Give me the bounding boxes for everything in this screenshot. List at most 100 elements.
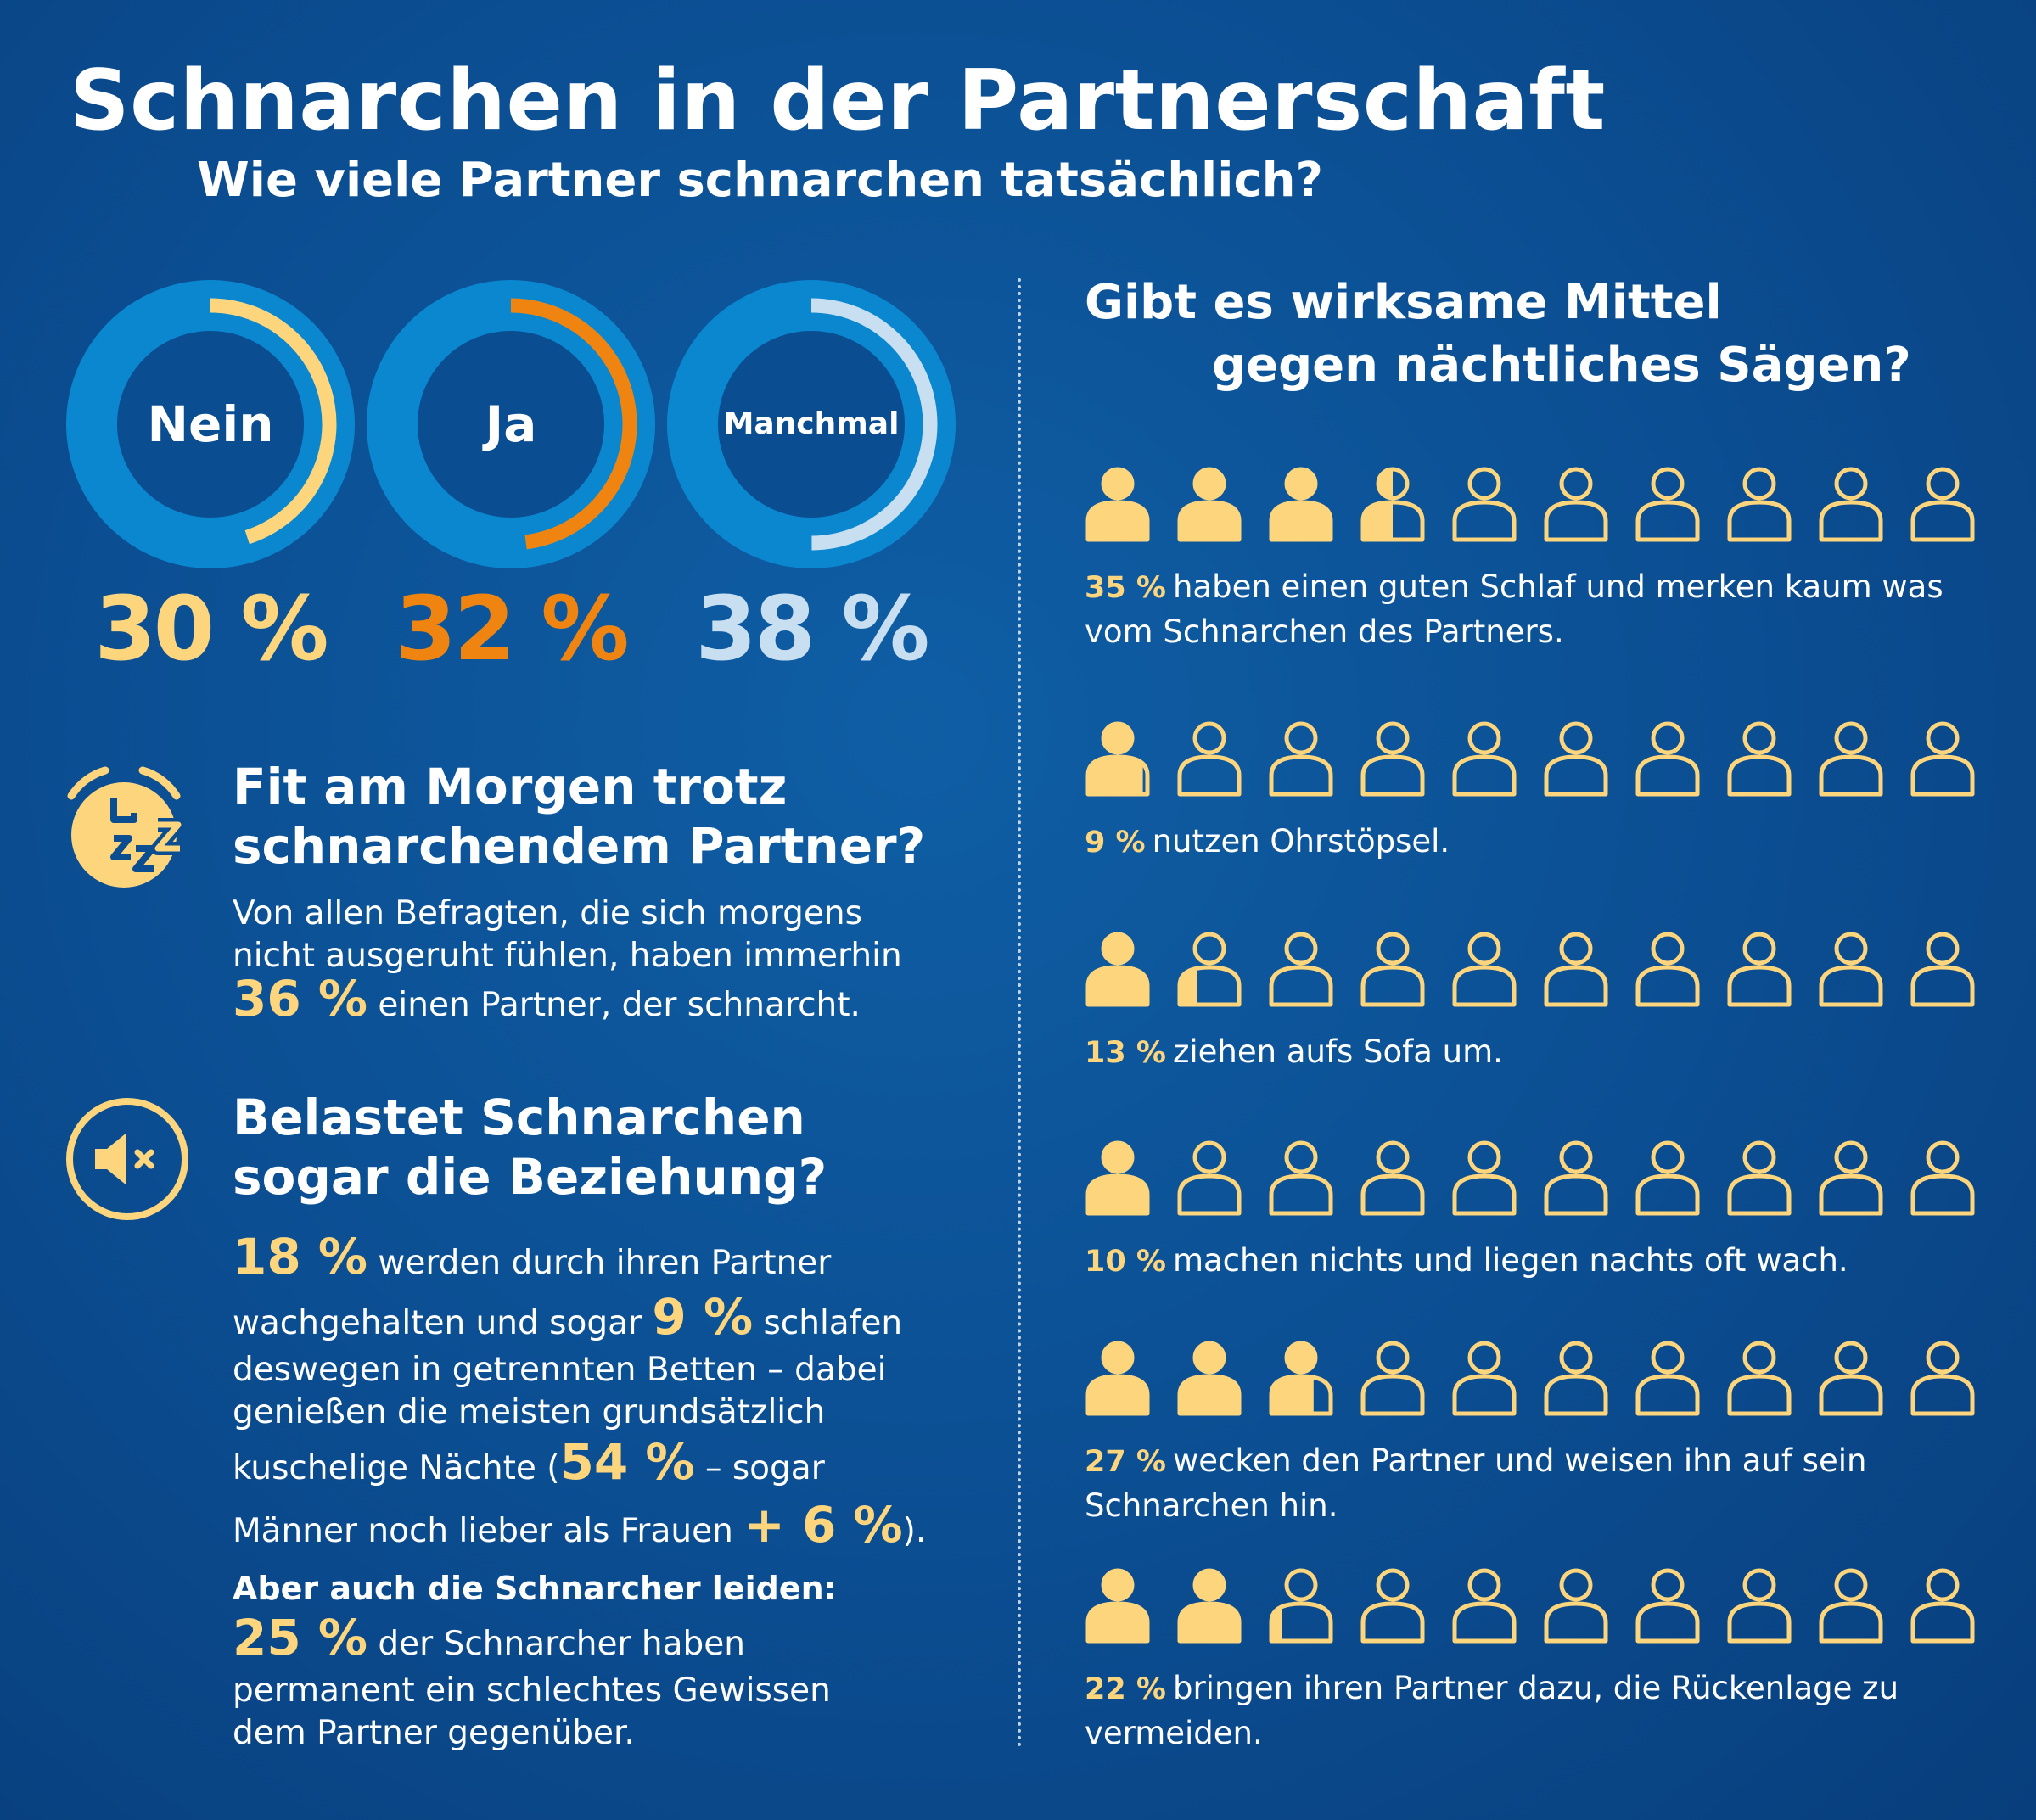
speaker-muted-icon: [66, 1098, 188, 1220]
person-icon: [1085, 1341, 1150, 1416]
pictogram-row-icons: [1085, 1140, 1975, 1216]
snorers-text-2: permanent ein schlechtes Gewissen: [233, 1672, 831, 1710]
remedies-heading-line2: gegen nächtliches Sägen?: [1212, 338, 1911, 393]
person-icon: [1360, 467, 1425, 542]
relationship-text-9: ).: [902, 1512, 927, 1550]
person-icon: [1177, 1140, 1242, 1216]
caption-pct: 27 %: [1085, 1445, 1166, 1479]
person-icon: [1177, 721, 1242, 797]
remedies-heading: Gibt es wirksame Mittel gegen nächtliche…: [1085, 272, 1911, 397]
person-icon: [1360, 721, 1425, 797]
person-icon: [1635, 467, 1700, 542]
relationship-pct-beds: 9 %: [652, 1288, 754, 1346]
relationship-text-4: deswegen in getrennten Betten – dabei: [233, 1351, 887, 1389]
pictogram-row: [1085, 930, 1984, 1011]
morning-heading-line2: schnarchendem Partner?: [233, 817, 926, 875]
person-icon: [1452, 1341, 1517, 1416]
relationship-pct-cuddle: 54 %: [559, 1433, 695, 1491]
pictogram-row-caption: 22 % bringen ihren Partner dazu, die Rück…: [1085, 1666, 1899, 1756]
person-icon: [1635, 1568, 1700, 1644]
pictogram-row-caption: 13 % ziehen aufs Sofa um.: [1085, 1030, 1503, 1075]
relationship-text-7: – sogar: [694, 1449, 825, 1487]
donut-arc-manchmal: [810, 298, 938, 551]
relationship-text-6: kuschelige Nächte (: [233, 1449, 560, 1487]
person-icon: [1544, 1568, 1608, 1644]
caption-text: vom Schnarchen des Partners.: [1085, 613, 1564, 650]
relationship-pct-awake: 18 %: [233, 1228, 368, 1285]
person-icon: [1635, 721, 1700, 797]
donut-hole: [418, 331, 604, 518]
person-icon: [1727, 1140, 1792, 1216]
pct-value-manchmal: 38 %: [695, 577, 929, 680]
person-icon: [1727, 467, 1792, 542]
snorers-text-3: dem Partner gegenüber.: [233, 1714, 635, 1752]
person-icon: [1269, 1568, 1333, 1644]
morning-pct: 36 %: [233, 970, 368, 1028]
donut-ring-manchmal: [667, 280, 956, 568]
person-icon: [1910, 467, 1975, 542]
pct-value-ja: 32 %: [395, 577, 629, 680]
person-icon: [1177, 932, 1242, 1007]
pictogram-row-caption: 10 % machen nichts und liegen nachts oft …: [1085, 1239, 1848, 1284]
person-icon: [1360, 932, 1425, 1007]
caption-text: haben einen guten Schlaf und merken kaum…: [1172, 568, 1943, 605]
caption-text: nutzen Ohrstöpsel.: [1152, 823, 1450, 860]
morning-heading: Fit am Morgen trotz schnarchendem Partne…: [233, 757, 925, 876]
donut-label-nein: Nein: [147, 395, 274, 453]
donut-ring-ja: [367, 280, 655, 568]
person-icon: [1819, 1568, 1883, 1644]
caption-line: 10 % machen nichts und liegen nachts oft …: [1085, 1239, 1848, 1284]
person-icon: [1452, 721, 1517, 797]
person-icon: [1269, 1341, 1333, 1416]
donut-hole: [718, 331, 905, 518]
morning-text-line3-rest: einen Partner, der schnarcht.: [367, 986, 861, 1024]
person-icon: [1452, 467, 1517, 542]
caption-line: vom Schnarchen des Partners.: [1085, 610, 1943, 654]
person-icon: [1635, 932, 1700, 1007]
person-icon: [1727, 1568, 1792, 1644]
donut-chart-nein: Nein: [66, 280, 355, 568]
donut-chart-ja: Ja: [367, 280, 655, 568]
donut-label-ja: Ja: [485, 395, 537, 453]
relationship-text-3: schlafen: [753, 1304, 903, 1342]
person-icon: [1085, 932, 1150, 1007]
morning-heading-line1: Fit am Morgen trotz: [233, 758, 788, 815]
caption-line: 27 % wecken den Partner und weisen ihn au…: [1085, 1439, 1866, 1484]
person-icon: [1544, 1341, 1608, 1416]
person-icon: [1360, 1140, 1425, 1216]
pictogram-row-caption: 9 % nutzen Ohrstöpsel.: [1085, 820, 1450, 865]
caption-line: 22 % bringen ihren Partner dazu, die Rück…: [1085, 1666, 1899, 1711]
person-icon: [1452, 932, 1517, 1007]
pictogram-row: [1085, 720, 1984, 801]
person-icon: [1727, 721, 1792, 797]
morning-text-line1: Von allen Befragten, die sich morgens: [233, 894, 862, 932]
caption-text: vermeiden.: [1085, 1715, 1263, 1751]
person-icon: [1727, 932, 1792, 1007]
column-divider: [1018, 278, 1021, 1748]
relationship-text-8: Männer noch lieber als Frauen: [233, 1512, 744, 1550]
person-icon: [1819, 932, 1883, 1007]
person-icon: [1910, 1568, 1975, 1644]
person-icon: [1085, 467, 1150, 542]
person-icon: [1085, 1140, 1150, 1216]
person-icon: [1177, 1341, 1242, 1416]
relationship-text-5: genießen die meisten grundsätzlich: [233, 1393, 826, 1431]
caption-pct: 13 %: [1085, 1036, 1166, 1070]
caption-text: wecken den Partner und weisen ihn auf se…: [1172, 1442, 1867, 1479]
person-icon: [1910, 721, 1975, 797]
person-icon: [1544, 932, 1608, 1007]
morning-text-line3: 36 % einen Partner, der schnarcht.: [233, 974, 902, 1027]
relationship-text-1: werden durch ihren Partner: [367, 1244, 832, 1282]
morning-text-line2: nicht ausgeruht fühlen, haben immerhin: [233, 937, 902, 975]
pictogram-row-icons: [1085, 1341, 1975, 1416]
person-icon: [1819, 1140, 1883, 1216]
pictogram-row-icons: [1085, 932, 1975, 1007]
person-icon: [1177, 1568, 1242, 1644]
person-icon: [1635, 1140, 1700, 1216]
person-icon: [1544, 467, 1608, 542]
person-icon: [1360, 1568, 1425, 1644]
morning-text: Von allen Befragten, die sich morgens ni…: [233, 893, 902, 1027]
relationship-heading-line1: Belastet Schnarchen: [233, 1089, 805, 1146]
person-icon: [1727, 1341, 1792, 1416]
relationship-pct-men: + 6 %: [743, 1496, 903, 1554]
